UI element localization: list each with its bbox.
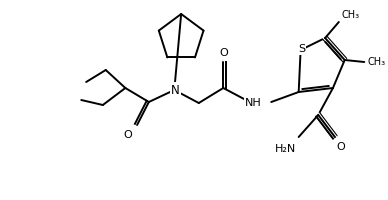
Text: NH: NH <box>245 98 262 108</box>
Text: N: N <box>171 84 180 97</box>
Text: O: O <box>337 142 346 152</box>
Text: O: O <box>123 130 132 140</box>
Text: O: O <box>219 48 228 58</box>
Text: H₂N: H₂N <box>274 144 296 154</box>
Text: S: S <box>298 44 305 54</box>
Text: CH₃: CH₃ <box>342 10 360 20</box>
Text: CH₃: CH₃ <box>367 57 385 67</box>
